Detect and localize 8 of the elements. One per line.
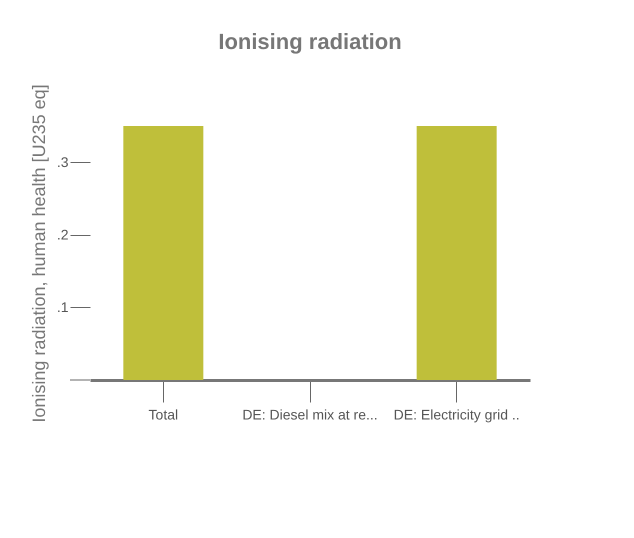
y-tick-label: .3 bbox=[56, 154, 69, 170]
x-tick-label: DE: Diesel mix at re... bbox=[242, 406, 378, 422]
chart-title: Ionising radiation bbox=[218, 28, 402, 54]
x-tick-label: DE: Electricity grid .. bbox=[394, 406, 520, 422]
x-tick-label: Total bbox=[148, 406, 178, 422]
y-tick-label: .1 bbox=[56, 298, 69, 315]
y-tick-label: .2 bbox=[56, 226, 69, 242]
y-axis-title: Ionising radiation, human health [U235 eq] bbox=[28, 84, 49, 423]
